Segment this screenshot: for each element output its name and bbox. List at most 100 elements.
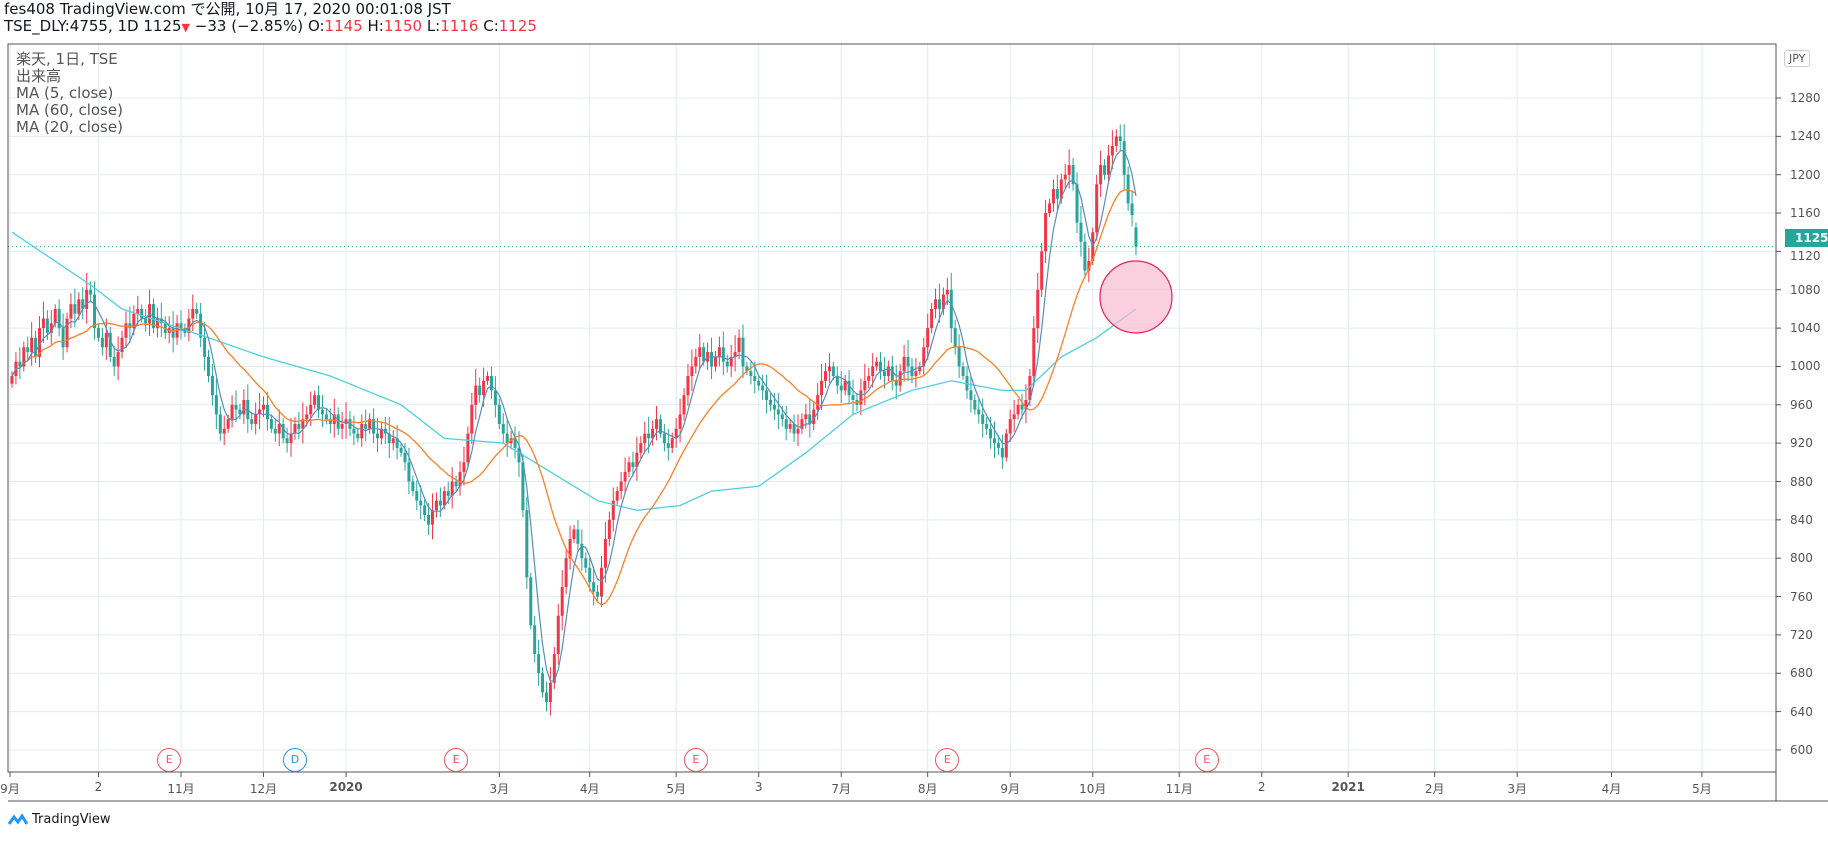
earnings-marker[interactable]: E (444, 748, 469, 772)
candle-body (914, 371, 918, 377)
candle-body (603, 539, 607, 568)
candle-body (686, 376, 690, 396)
ma5-line (11, 150, 1137, 682)
candle-body (737, 337, 741, 353)
candle-body (859, 390, 863, 405)
cursor-highlight (1099, 260, 1173, 334)
close-label: C: (483, 17, 499, 35)
candle-body (434, 500, 438, 511)
candle-body (372, 419, 376, 434)
candle-body (61, 328, 65, 348)
candle-body (379, 428, 383, 439)
candle-body (423, 505, 427, 516)
legend-ma20[interactable]: MA (20, close) (16, 118, 123, 136)
candle-body (262, 404, 266, 410)
candle-body (501, 423, 505, 434)
open-label: O: (307, 17, 325, 35)
candle-body (313, 395, 317, 405)
candle-body (222, 428, 226, 434)
candle-body (513, 438, 517, 448)
candle-body (22, 347, 26, 367)
candle-body (627, 462, 631, 472)
candle-body (941, 294, 945, 309)
candle-body (552, 654, 556, 683)
candle-body (835, 376, 839, 386)
candle-body (945, 289, 949, 295)
candle-body (824, 371, 828, 381)
candle-body (839, 385, 843, 391)
candle-body (812, 409, 816, 424)
candle-body (328, 419, 332, 424)
candle-body (879, 361, 883, 372)
candle-body (438, 500, 442, 506)
candle-body (258, 409, 262, 415)
candle-body (320, 409, 324, 415)
legend-volume[interactable]: 出来高 (16, 67, 62, 85)
candle-body (1071, 165, 1075, 185)
candle-body (41, 318, 45, 329)
candle-body (399, 447, 403, 453)
candle-body (1134, 227, 1138, 247)
candle-body (623, 471, 627, 482)
candle-body (694, 356, 698, 367)
candle-body (796, 428, 800, 434)
dividend-marker[interactable]: D (282, 748, 307, 772)
earnings-marker[interactable]: E (1194, 748, 1219, 772)
candle-body (808, 414, 812, 424)
candle-body (820, 380, 824, 396)
candle-body (969, 390, 973, 401)
candle-body (85, 289, 89, 309)
legend-ma60[interactable]: MA (60, close) (16, 101, 123, 119)
price-tick-label: 960 (1790, 397, 1813, 412)
candle-body (407, 462, 411, 482)
earnings-marker[interactable]: E (935, 748, 960, 772)
candle-body (957, 347, 961, 367)
candle-body (297, 423, 301, 429)
candle-body (34, 337, 38, 357)
candle-body (1044, 213, 1048, 252)
candle-body (403, 452, 407, 463)
candle-body (682, 395, 686, 415)
candle-body (525, 510, 529, 578)
candle-body (886, 366, 890, 377)
candle-body (1075, 184, 1079, 223)
candle-body (698, 347, 702, 357)
candle-body (717, 347, 721, 357)
candle-body (670, 438, 674, 448)
candle-body (1040, 251, 1044, 290)
candle-body (745, 366, 749, 372)
candle-body (199, 313, 203, 338)
candle-body (18, 361, 22, 367)
candle-body (305, 414, 309, 420)
legend-symbol[interactable]: 楽天, 1日, TSE (16, 50, 118, 68)
chart-marks (8, 124, 1776, 716)
candle-body (757, 380, 761, 386)
candle-body (242, 400, 246, 415)
currency-button[interactable]: JPY (1784, 50, 1811, 67)
candle-body (395, 438, 399, 448)
candle-body (827, 366, 831, 372)
candle-body (1024, 400, 1028, 410)
candle-body (191, 308, 195, 319)
earnings-marker[interactable]: E (683, 748, 708, 772)
candle-body (776, 409, 780, 415)
candle-body (269, 419, 273, 429)
earnings-marker[interactable]: E (157, 748, 182, 772)
price-tick-label: 1080 (1790, 282, 1821, 297)
publish-info: fes408 TradingView.com で公開, 10月 17, 2020… (4, 0, 451, 18)
candle-body (179, 323, 183, 329)
high-label: H: (367, 17, 384, 35)
candle-body (611, 500, 615, 520)
candle-body (26, 347, 30, 353)
candle-body (489, 376, 493, 391)
candle-body (721, 347, 725, 362)
legend-ma5[interactable]: MA (5, close) (16, 84, 114, 102)
candle-body (651, 428, 655, 439)
candle-body (851, 395, 855, 401)
candle-body (482, 380, 486, 396)
low-value: 1116 (440, 17, 479, 35)
candle-body (340, 423, 344, 429)
candle-body (159, 318, 163, 324)
tradingview-logo[interactable]: TradingView (8, 812, 111, 827)
